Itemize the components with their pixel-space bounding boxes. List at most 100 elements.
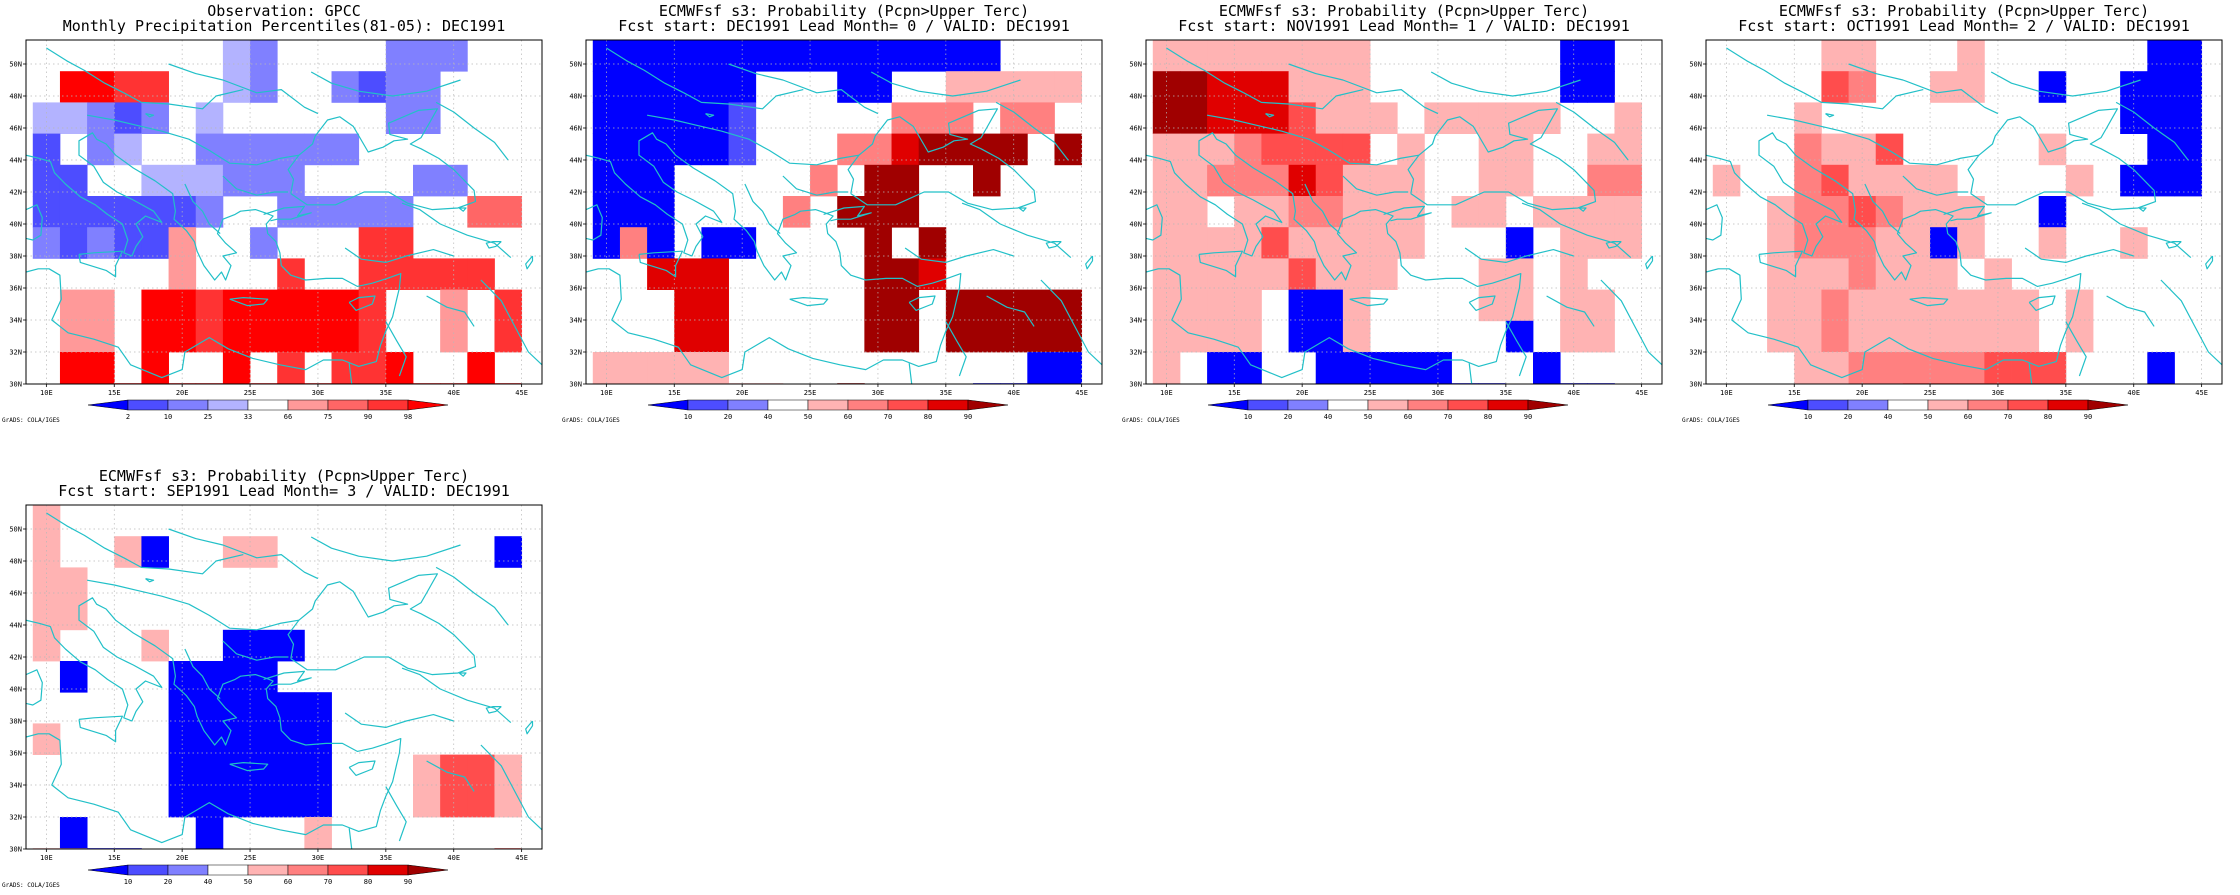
y-tick-label: 34N: [1689, 317, 1702, 325]
grid-cell: [331, 320, 360, 353]
y-tick-label: 48N: [1129, 93, 1142, 101]
colorbar-label: 33: [244, 413, 252, 421]
colorbar-swatch: [287, 864, 329, 876]
coastline-path: [1045, 241, 1062, 249]
grid-cell: [494, 848, 523, 849]
grid-cell: [647, 40, 675, 72]
y-tick-label: 30N: [9, 846, 22, 854]
grid-cell: [1533, 102, 1561, 134]
coastline-path: [1383, 205, 1432, 222]
grid-cell: [1261, 133, 1289, 166]
grid-cell: [674, 40, 702, 72]
colorbar-swatch: [1487, 399, 1529, 411]
y-tick-label: 42N: [1129, 189, 1142, 197]
y-tick-label: 40N: [9, 686, 22, 694]
colorbar-swatch: [807, 399, 849, 411]
grid-cell: [701, 40, 729, 72]
grid-cell: [1261, 102, 1289, 134]
grid-cell: [1234, 40, 1262, 72]
grid-cell: [1902, 352, 1931, 384]
coastline-path: [485, 706, 502, 714]
y-tick-label: 48N: [1689, 93, 1702, 101]
grid-cell: [1000, 383, 1028, 384]
grid-cell: [141, 227, 169, 259]
colorbar-swatch: [1927, 399, 1969, 411]
colorbar-label: 80: [1484, 413, 1492, 421]
grid-cell: [1478, 133, 1507, 166]
colorbar-label: 60: [1964, 413, 1972, 421]
grid-cell: [331, 133, 360, 166]
coastline-path: [683, 89, 804, 110]
grid-cell: [1767, 258, 1795, 290]
y-tick-label: 42N: [9, 654, 22, 662]
colorbar-swatch: [1767, 399, 1809, 411]
grid-cell: [1794, 258, 1822, 290]
grid-cell: [1179, 196, 1208, 228]
grid-cell: [592, 383, 621, 384]
coastline-path: [1909, 297, 1949, 307]
grid-cell: [59, 383, 88, 384]
grid-cell: [304, 320, 332, 353]
coastline-path: [1555, 101, 1629, 161]
coastline-path: [1766, 114, 1979, 166]
colorbar-swatch: [207, 864, 249, 876]
grid-cell: [755, 40, 784, 72]
grid-cell: [1930, 71, 1958, 103]
y-tick-label: 46N: [1129, 125, 1142, 133]
grid-cell: [918, 40, 947, 72]
colorbar-swatch: [167, 399, 209, 411]
y-tick-label: 50N: [9, 61, 22, 69]
grid-cell: [1587, 164, 1615, 197]
grid-cell: [1957, 40, 1985, 72]
colorbar-label: 40: [764, 413, 772, 421]
grid-cell: [467, 196, 495, 228]
grid-cell: [87, 227, 115, 259]
grid-cell: [494, 536, 523, 568]
coastline-path: [1407, 108, 1597, 211]
grid-cell: [1560, 320, 1588, 353]
coastline-path: [78, 250, 123, 278]
grid-cell: [1234, 71, 1262, 103]
grid-cell: [674, 71, 702, 103]
colorbar-swatch: [687, 399, 729, 411]
coastline-path: [705, 113, 715, 118]
coastline-path: [184, 183, 221, 235]
grid-cell: [413, 164, 441, 197]
grid-cell: [1261, 227, 1289, 259]
grid-cell: [1821, 133, 1849, 166]
grid-cell: [1397, 133, 1425, 166]
colorbar-label: 10: [684, 413, 692, 421]
grid-cell: [2147, 40, 2175, 72]
grid-cell: [304, 785, 332, 818]
grid-cell: [1821, 196, 1849, 228]
grid-cell: [973, 289, 1001, 322]
panel-title-line2: Fcst start: OCT1991 Lead Month= 2 / VALI…: [1738, 17, 2190, 35]
grid-cell: [1957, 227, 1985, 259]
map-svg: ECMWFsf s3: Probability (Pcpn>Upper Terc…: [1682, 2, 2223, 424]
grid-cell: [1505, 289, 1534, 322]
grid-cell: [2011, 289, 2040, 322]
grid-cell: [592, 71, 621, 103]
grid-cell: [114, 536, 142, 568]
y-tick-label: 40N: [569, 221, 582, 229]
grid-cell: [1234, 227, 1262, 259]
coastline-path: [263, 205, 312, 222]
coastline-path: [1706, 132, 2082, 379]
grid-cell: [945, 71, 974, 103]
panel-title-line1: ECMWFsf s3: Probability (Pcpn>Upper Terc…: [1219, 2, 1589, 20]
grid-cell: [1587, 383, 1615, 384]
colorbar: [87, 399, 449, 411]
colorbar-swatch: [1887, 399, 1929, 411]
grid-cell: [2147, 71, 2175, 103]
grid-cell: [1261, 71, 1289, 103]
colorbar-swatch: [1287, 399, 1329, 411]
grid-cell: [114, 71, 142, 103]
map-frame: [25, 39, 543, 385]
panel-title-line2: Monthly Precipitation Percentiles(81-05)…: [63, 17, 506, 35]
colorbar-swatch: [167, 864, 209, 876]
colorbar-swatch: [1967, 399, 2009, 411]
grid-cell: [592, 102, 621, 134]
grid-cell: [195, 817, 224, 849]
coastline-path: [1600, 279, 1662, 366]
